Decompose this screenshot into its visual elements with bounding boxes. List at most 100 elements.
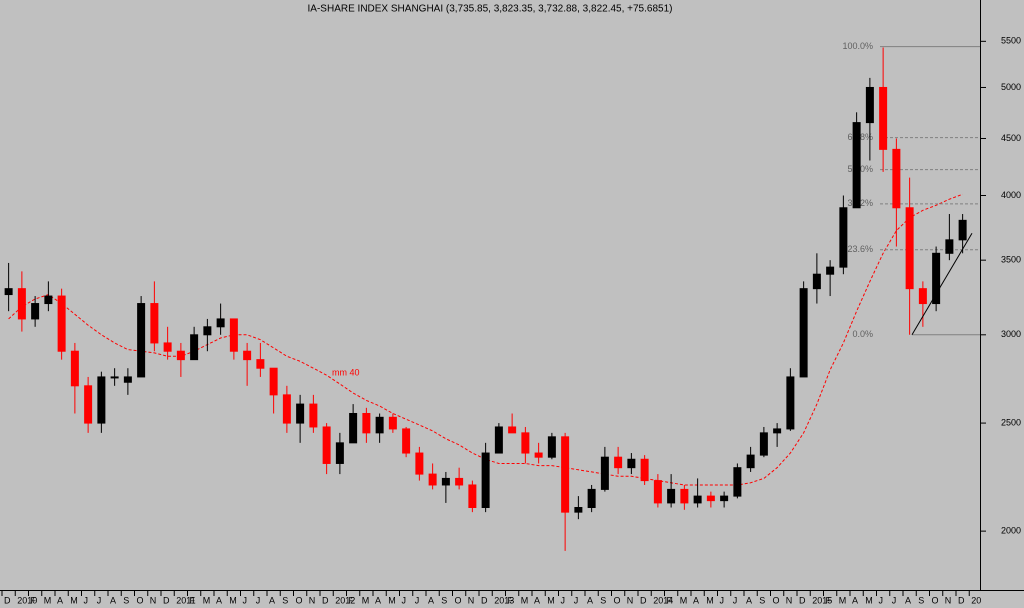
- x-tick-label: A: [746, 595, 752, 605]
- candle-body: [945, 239, 954, 254]
- trendline: [911, 233, 973, 336]
- x-tick-label: A: [110, 595, 116, 605]
- x-tick-label: D: [4, 595, 11, 605]
- candle-body: [706, 495, 715, 502]
- candle-body: [720, 495, 729, 502]
- candle-body: [494, 426, 503, 454]
- candle-body: [84, 385, 93, 424]
- x-tick-label: N: [150, 595, 157, 605]
- x-tick-label: J: [879, 595, 884, 605]
- candle-body: [627, 458, 636, 469]
- x-tick-label: O: [614, 595, 621, 605]
- x-tick-label: J: [402, 595, 407, 605]
- candle-body: [892, 148, 901, 209]
- candle-body: [746, 454, 755, 469]
- candle-body: [773, 428, 782, 434]
- candle-body: [31, 303, 40, 320]
- x-tick-label: 2010: [17, 595, 37, 605]
- candle-body: [918, 288, 927, 305]
- x-tick-label: 20: [971, 595, 981, 605]
- x-tick-label: S: [123, 595, 129, 605]
- x-tick-label: N: [468, 595, 475, 605]
- x-tick-label: A: [587, 595, 593, 605]
- candle-body: [17, 288, 26, 320]
- x-tick-label: M: [706, 595, 714, 605]
- fib-label: 0.0%: [852, 329, 873, 339]
- candle-body: [150, 303, 159, 344]
- candle-body: [362, 412, 371, 434]
- x-tick-label: D: [481, 595, 488, 605]
- x-tick-label: O: [773, 595, 780, 605]
- candle-body: [163, 342, 172, 352]
- candle-body: [693, 495, 702, 504]
- candle-body: [574, 506, 583, 513]
- fib-label: 100.0%: [842, 41, 873, 51]
- candle-body: [44, 295, 53, 305]
- candle-body: [481, 452, 490, 508]
- candle-body: [70, 350, 79, 387]
- x-tick-label: J: [415, 595, 420, 605]
- x-tick-label: F: [826, 595, 832, 605]
- candle-body: [203, 326, 212, 336]
- x-tick-label: D: [958, 595, 965, 605]
- x-tick-label: 2011: [176, 595, 195, 605]
- x-tick-label: A: [534, 595, 540, 605]
- candle-body: [680, 488, 689, 504]
- y-tick-label: 5000: [1001, 82, 1021, 92]
- candle-body: [587, 488, 596, 508]
- candle-body: [839, 207, 848, 268]
- candle-body: [958, 219, 967, 241]
- candle-body: [534, 452, 543, 458]
- x-tick-label: A: [216, 595, 222, 605]
- candle-body: [322, 426, 331, 464]
- x-tick-label: O: [455, 595, 462, 605]
- candle-body: [759, 432, 768, 456]
- x-tick-label: O: [296, 595, 303, 605]
- x-tick-label: J: [256, 595, 261, 605]
- x-tick-label: J: [733, 595, 738, 605]
- candle-body: [508, 426, 517, 434]
- candle-body: [879, 86, 888, 150]
- x-tick-label: F: [508, 595, 514, 605]
- candle-body: [97, 376, 106, 424]
- x-tick-label: 2013: [494, 595, 514, 605]
- x-tick-label: N: [945, 595, 952, 605]
- candle-body: [57, 295, 66, 352]
- x-tick-label: J: [892, 595, 897, 605]
- candle-body: [905, 207, 914, 290]
- x-tick-label: A: [375, 595, 381, 605]
- x-tick-label: M: [203, 595, 211, 605]
- x-tick-label: J: [84, 595, 89, 605]
- candle-body: [269, 367, 278, 396]
- candle-body: [547, 436, 556, 458]
- candle-body: [865, 86, 874, 124]
- x-tick-label: A: [269, 595, 275, 605]
- x-tick-label: S: [600, 595, 606, 605]
- x-tick-label: N: [627, 595, 634, 605]
- x-tick-label: D: [163, 595, 170, 605]
- x-tick-label: 2015: [812, 595, 832, 605]
- y-tick-label: 2500: [1001, 417, 1021, 427]
- candle-body: [852, 122, 861, 209]
- x-tick-label: D: [799, 595, 806, 605]
- x-tick-label: F: [190, 595, 196, 605]
- candle-body: [243, 350, 252, 361]
- x-tick-label: M: [44, 595, 52, 605]
- candle-body: [402, 428, 411, 454]
- x-tick-label: S: [441, 595, 447, 605]
- moving-average: [8, 193, 963, 486]
- x-tick-label: J: [574, 595, 579, 605]
- x-tick-label: 2012: [335, 595, 355, 605]
- candle-body: [468, 484, 477, 508]
- x-tick-label: 2014: [653, 595, 673, 605]
- x-tick-label: F: [31, 595, 37, 605]
- candle-body: [309, 403, 318, 428]
- fib-label: 23.6%: [847, 244, 873, 254]
- candle-body: [600, 456, 609, 490]
- series-label: mm 40: [332, 367, 360, 377]
- candle-body: [653, 480, 662, 504]
- x-tick-label: D: [322, 595, 329, 605]
- x-tick-label: A: [852, 595, 858, 605]
- y-tick-label: 3500: [1001, 255, 1021, 265]
- x-tick-label: D: [640, 595, 647, 605]
